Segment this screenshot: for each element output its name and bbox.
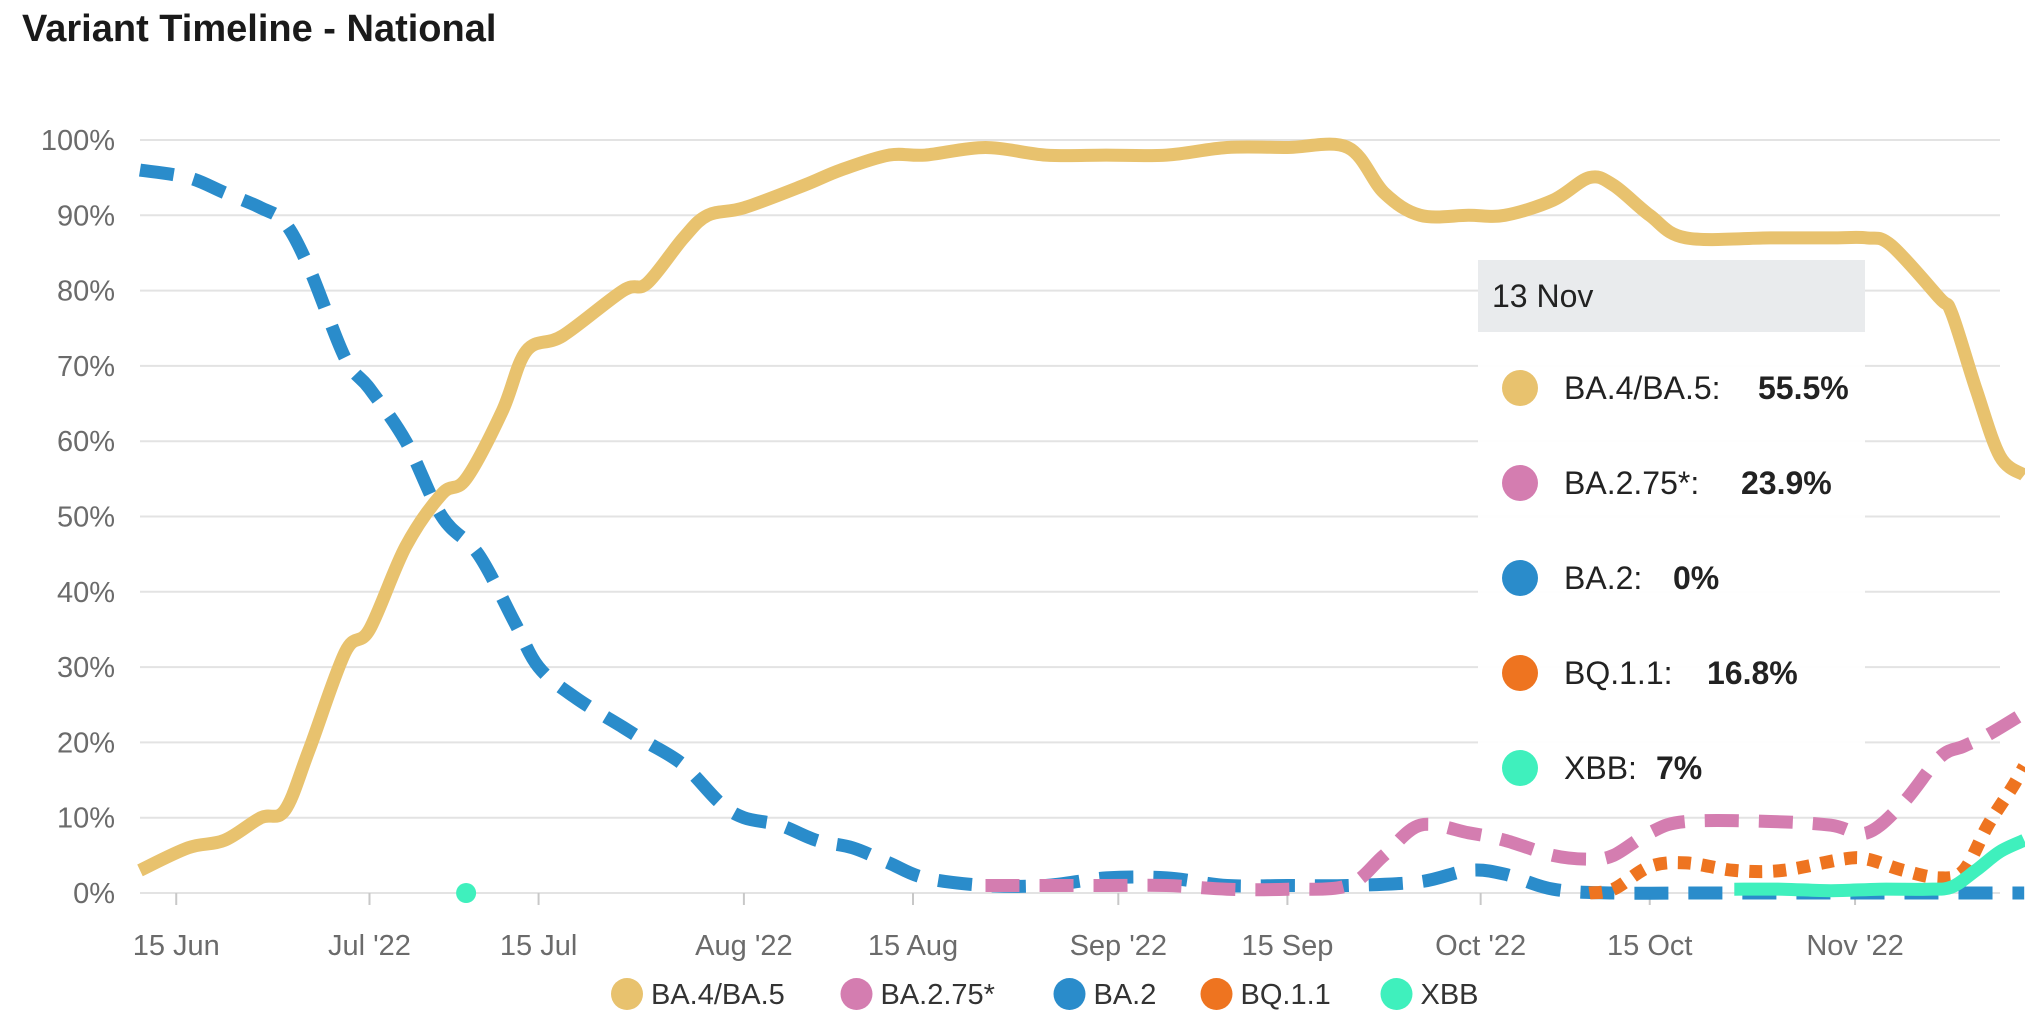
- grid-lines: [140, 139, 2000, 894]
- series-line-ba-4-ba-5: [137, 137, 2025, 877]
- x-tick-label: 15 Sep: [1241, 930, 1333, 962]
- y-tick-label: 30%: [57, 652, 115, 684]
- legend-marker: [1053, 978, 1086, 1010]
- tooltip-marker: [1502, 560, 1538, 596]
- legend-label: BA.4/BA.5: [651, 979, 785, 1011]
- series-line-bq-1-1: [1588, 763, 2025, 900]
- y-tick-label: 60%: [57, 426, 115, 458]
- y-tick-label: 50%: [57, 502, 115, 534]
- x-axis-labels: 15 Jun Jul '22 15 Jul Aug '22 15 Aug Sep '22 1…: [133, 893, 1904, 962]
- tooltip-series-name: BA.4/BA.5:: [1564, 370, 1730, 406]
- series-marker-xbb: [456, 883, 477, 903]
- legend-marker: [611, 978, 643, 1010]
- legend-marker: [1200, 978, 1233, 1010]
- y-tick-label: 20%: [57, 727, 115, 759]
- y-tick-label: 0%: [73, 878, 115, 910]
- tooltip-series-value: 0%: [1673, 560, 1720, 596]
- x-tick-label: Oct '22: [1435, 930, 1526, 962]
- x-tick-label: Sep '22: [1070, 930, 1167, 962]
- series-lines: [137, 137, 2025, 903]
- tooltip-series-name: BA.2:: [1564, 560, 1652, 596]
- x-tick-label: Nov '22: [1806, 930, 1903, 962]
- tooltip-date: 13 Nov: [1478, 260, 1865, 332]
- y-axis-labels: 0% 10% 20% 30% 40% 50% 60% 70% 80% 90% 100%: [41, 125, 115, 910]
- series-line-ba-2-75-: [985, 707, 2025, 897]
- legend-marker: [840, 978, 873, 1010]
- tooltip-marker: [1502, 655, 1538, 691]
- legend-label: BA.2: [1094, 979, 1157, 1011]
- tooltip-series-value: 23.9%: [1741, 465, 1832, 501]
- x-tick-label: Aug '22: [695, 930, 792, 962]
- legend-label: BA.2.75*: [881, 979, 995, 1011]
- tooltip-marker: [1502, 370, 1538, 406]
- series-line-ba-2: [138, 163, 2025, 900]
- x-tick-label: 15 Jul: [500, 930, 577, 962]
- y-tick-label: 90%: [57, 200, 115, 232]
- chart-title: Variant Timeline - National: [22, 8, 497, 50]
- y-tick-label: 100%: [41, 125, 115, 157]
- legend: BA.4/BA.5 BA.2.75* BA.2 BQ.1.1 XBB: [611, 978, 1479, 1011]
- tooltip-series-name: XBB:: [1564, 750, 1646, 786]
- y-tick-label: 80%: [57, 276, 115, 308]
- x-tick-label: Jul '22: [328, 930, 411, 962]
- tooltip-series-value: 7%: [1656, 750, 1703, 786]
- tooltip: 13 Nov BA.4/BA.5: 55.5% BA.2.75*: 23.9% BA…: [1478, 260, 1865, 795]
- tooltip-series-name: BA.2.75*:: [1564, 465, 1709, 501]
- x-tick-label: 15 Jun: [133, 930, 220, 962]
- tooltip-series-value: 55.5%: [1758, 370, 1849, 406]
- y-tick-label: 10%: [57, 803, 115, 835]
- y-tick-label: 70%: [57, 351, 115, 383]
- legend-label: BQ.1.1: [1241, 979, 1331, 1011]
- x-tick-label: 15 Aug: [868, 930, 958, 962]
- y-tick-label: 40%: [57, 577, 115, 609]
- tooltip-marker: [1502, 465, 1538, 501]
- x-tick-label: 15 Oct: [1607, 930, 1692, 962]
- tooltip-series-name: BQ.1.1:: [1564, 655, 1682, 691]
- series-line-xbb: [1734, 834, 2025, 898]
- tooltip-series-value: 16.8%: [1707, 655, 1798, 691]
- tooltip-marker: [1502, 750, 1538, 786]
- legend-label: XBB: [1421, 979, 1479, 1011]
- legend-marker: [1380, 978, 1413, 1010]
